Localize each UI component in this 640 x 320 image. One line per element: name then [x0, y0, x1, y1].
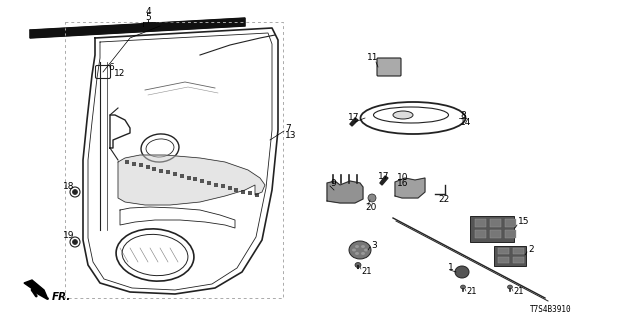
Text: 8: 8: [460, 110, 466, 119]
Ellipse shape: [461, 285, 465, 289]
Text: 15: 15: [518, 218, 529, 227]
Polygon shape: [350, 118, 358, 126]
Polygon shape: [327, 181, 363, 203]
Ellipse shape: [393, 111, 413, 119]
Ellipse shape: [508, 285, 513, 289]
Bar: [132, 162, 136, 166]
Bar: [214, 183, 218, 187]
Bar: [145, 165, 150, 169]
Ellipse shape: [352, 249, 356, 252]
Bar: [193, 177, 197, 181]
Bar: [490, 219, 501, 227]
Ellipse shape: [355, 252, 359, 255]
Polygon shape: [380, 176, 388, 185]
Text: 17: 17: [348, 113, 360, 122]
Text: 5: 5: [145, 12, 151, 21]
Text: 22: 22: [438, 196, 449, 204]
Bar: [125, 160, 129, 164]
Text: 20: 20: [365, 203, 376, 212]
Text: 6: 6: [108, 62, 114, 71]
Bar: [180, 174, 184, 178]
Bar: [228, 186, 232, 190]
Ellipse shape: [355, 262, 361, 268]
Bar: [513, 257, 524, 263]
Bar: [187, 176, 191, 180]
Text: 10: 10: [397, 172, 408, 181]
Text: 12: 12: [114, 68, 125, 77]
Bar: [159, 169, 163, 173]
Ellipse shape: [349, 241, 371, 259]
Text: 16: 16: [397, 179, 408, 188]
Text: T7S4B3910: T7S4B3910: [530, 305, 572, 314]
Text: 17: 17: [378, 172, 390, 180]
Text: 19: 19: [63, 231, 74, 241]
Bar: [241, 189, 245, 194]
Bar: [470, 216, 514, 242]
Bar: [498, 248, 509, 254]
Text: FR.: FR.: [52, 292, 72, 302]
Bar: [152, 167, 156, 171]
Text: 3: 3: [371, 241, 377, 250]
Text: 1: 1: [448, 263, 454, 273]
Bar: [498, 257, 509, 263]
Ellipse shape: [355, 245, 359, 248]
Bar: [475, 230, 486, 238]
Bar: [139, 164, 143, 167]
Text: 18: 18: [63, 181, 74, 190]
Polygon shape: [118, 155, 265, 205]
Ellipse shape: [455, 266, 469, 278]
Ellipse shape: [72, 189, 77, 195]
Bar: [513, 248, 524, 254]
Bar: [255, 193, 259, 197]
Bar: [505, 219, 516, 227]
Ellipse shape: [361, 245, 365, 248]
Text: 11: 11: [367, 52, 379, 61]
Polygon shape: [30, 18, 245, 38]
Ellipse shape: [361, 252, 365, 255]
Bar: [494, 246, 526, 266]
Bar: [490, 230, 501, 238]
Bar: [234, 188, 239, 192]
Ellipse shape: [364, 249, 368, 252]
Text: 21: 21: [361, 267, 371, 276]
Bar: [207, 181, 211, 185]
Text: 21: 21: [466, 286, 477, 295]
Bar: [166, 171, 170, 174]
Polygon shape: [395, 178, 425, 198]
Text: 2: 2: [528, 245, 534, 254]
Ellipse shape: [368, 194, 376, 202]
Bar: [248, 191, 252, 195]
Text: 7: 7: [285, 124, 291, 132]
FancyBboxPatch shape: [95, 66, 111, 78]
Bar: [505, 230, 516, 238]
Text: 4: 4: [145, 6, 151, 15]
Bar: [173, 172, 177, 176]
FancyBboxPatch shape: [377, 58, 401, 76]
Bar: [475, 219, 486, 227]
Bar: [200, 179, 204, 183]
Polygon shape: [24, 280, 47, 297]
Text: 14: 14: [460, 117, 472, 126]
Text: 9: 9: [330, 179, 336, 188]
Ellipse shape: [72, 239, 77, 244]
Text: 21: 21: [513, 286, 524, 295]
Text: 13: 13: [285, 131, 296, 140]
Bar: [221, 184, 225, 188]
